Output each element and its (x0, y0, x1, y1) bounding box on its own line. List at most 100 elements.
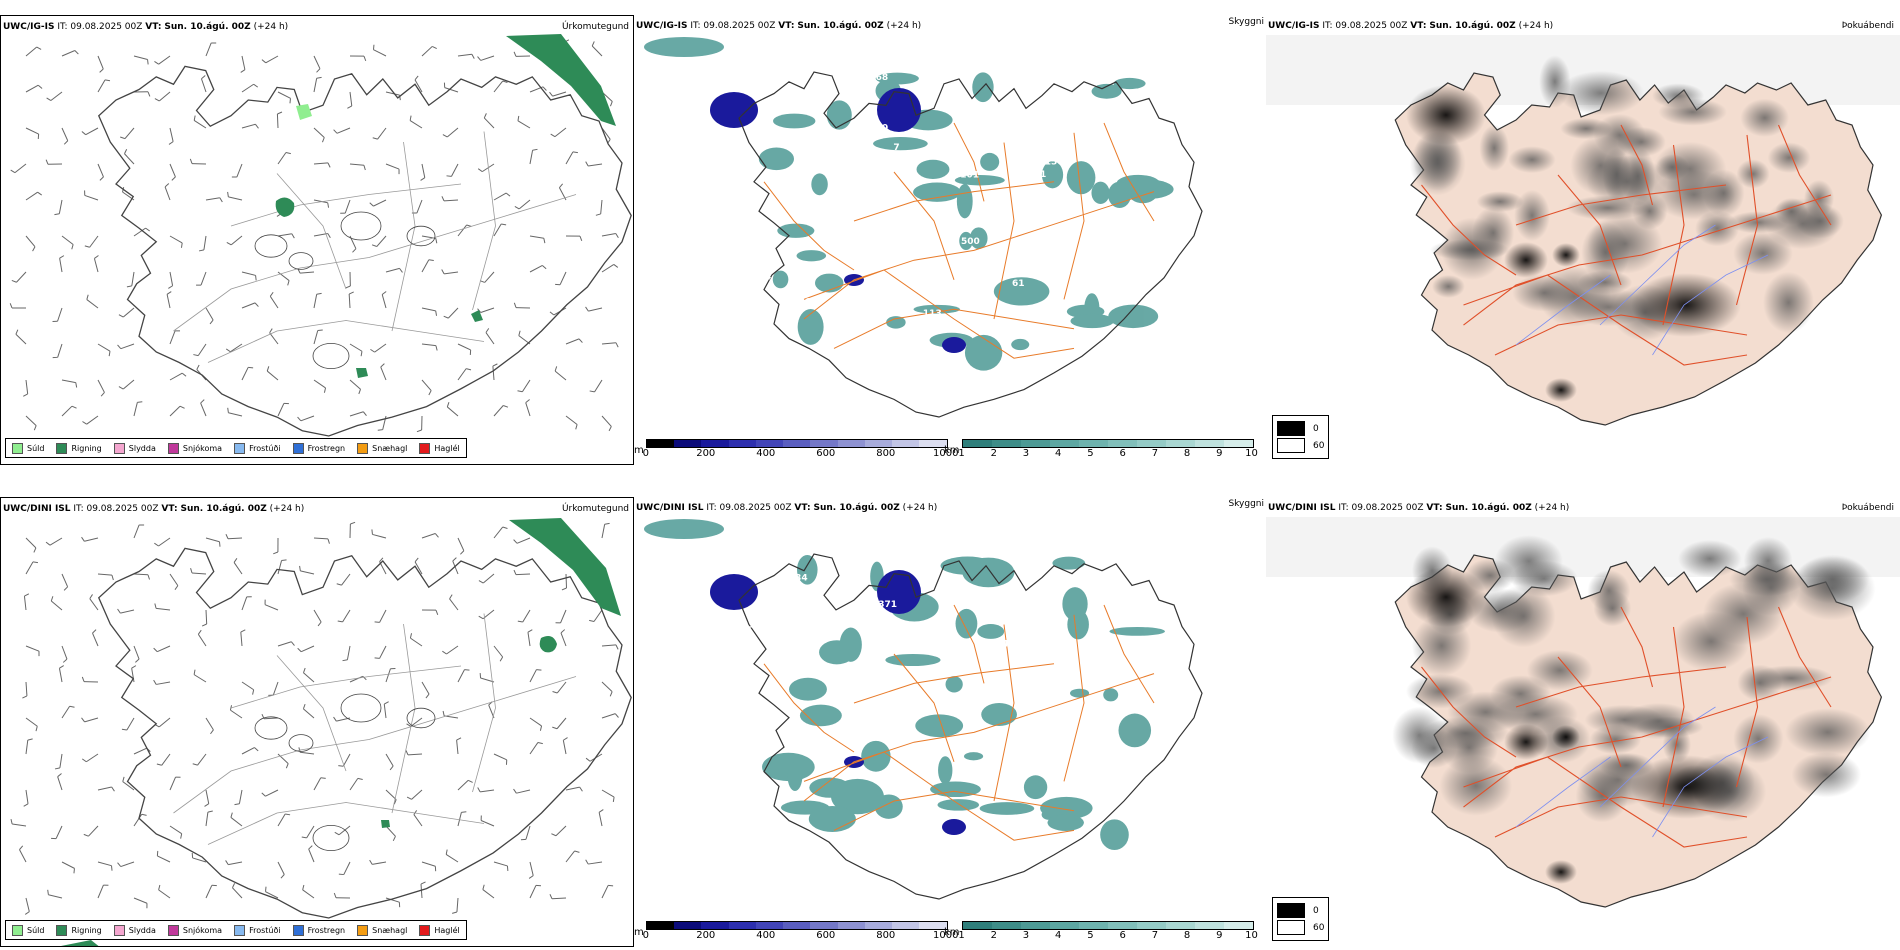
legend-swatch (419, 924, 431, 936)
wind-barb (525, 402, 531, 417)
wind-barb-flag (226, 241, 232, 246)
wind-barb (457, 343, 471, 351)
wind-barb (588, 861, 603, 865)
wind-barb-flag (302, 884, 305, 890)
glacier-outline (406, 707, 436, 729)
wind-barb (49, 537, 63, 546)
wind-barb (381, 294, 387, 309)
wind-barb-flag (57, 773, 62, 778)
wind-barb (409, 120, 423, 129)
wind-barb (158, 889, 171, 899)
cloud-base-label: 168 (869, 73, 888, 83)
wind-barb (484, 271, 495, 283)
wind-barb-flag (83, 833, 89, 837)
wind-barb-flag (193, 354, 199, 357)
wind-barb-flag (560, 629, 566, 634)
wind-barb (594, 379, 603, 393)
wind-barb-flag (327, 202, 330, 208)
wind-barb (205, 789, 210, 804)
wind-barb (313, 777, 322, 791)
wind-barb (277, 233, 292, 237)
low-visibility-area (1108, 181, 1132, 208)
colorbar-cell (892, 922, 920, 929)
cloud-base-label: 97 (887, 239, 900, 249)
wind-barb (122, 781, 135, 791)
wind-barb-flag (552, 726, 558, 730)
wind-barb-flag (549, 91, 554, 97)
colorbar-tick-label: 7 (1151, 448, 1159, 459)
cloud-base-label: 61 (823, 65, 836, 75)
wind-barb (416, 199, 423, 214)
wind-barb (88, 825, 99, 837)
wind-barb (265, 55, 279, 64)
wind-barb (241, 271, 256, 276)
fog-legend-swatch (1277, 438, 1305, 453)
wind-barb-flag (372, 137, 378, 140)
wind-barb-flag (22, 695, 28, 699)
legend-swatch (234, 924, 246, 936)
visibility-panel-bottom: UWC/DINI ISL IT: 09.08.2025 00Z VT: Sun.… (634, 497, 1270, 947)
cloud-base-label: 19 (825, 209, 838, 219)
wind-barb (25, 84, 39, 93)
low-visibility-area (959, 231, 973, 251)
wind-barb (601, 127, 611, 140)
wind-barb-flag (281, 559, 287, 561)
wind-barb (338, 825, 351, 836)
low-visibility-area (1011, 338, 1030, 351)
wind-barb (342, 753, 351, 767)
wind-barb (565, 151, 574, 165)
low-visibility-area (799, 704, 842, 727)
low-visibility-area (873, 137, 928, 151)
wind-barb (236, 163, 243, 178)
wind-barb-flag (513, 302, 517, 308)
wind-barb (238, 789, 243, 804)
wind-barb (15, 333, 27, 345)
low-visibility-area (1113, 77, 1146, 90)
fog-area (1695, 210, 1740, 247)
wind-barb-flag (561, 587, 567, 591)
wind-barb (48, 894, 63, 899)
wind-barb (97, 786, 112, 791)
wind-barb (89, 598, 99, 611)
wind-barb-flag (154, 603, 157, 609)
wind-barb-flag (231, 883, 236, 888)
wind-barb (601, 644, 616, 647)
wind-barb (385, 753, 394, 767)
fog-area (1737, 664, 1783, 702)
legend-item: Frostúði (234, 442, 281, 454)
wind-barb (313, 127, 325, 138)
wind-barb-flag (517, 115, 520, 121)
wind-barb (25, 681, 28, 697)
colorbar-cell (674, 922, 702, 929)
wind-barb (385, 163, 400, 170)
fog-area (1785, 708, 1871, 757)
wind-barb (263, 717, 279, 720)
wind-barb (493, 753, 507, 761)
low-visibility-area (1041, 161, 1064, 189)
wind-barb (169, 127, 174, 142)
wind-barb (313, 199, 328, 204)
colorbar-tick-label: 0 (642, 448, 649, 459)
wind-barb-flag (441, 196, 445, 202)
wind-barb (97, 79, 106, 93)
cloud-base-label: 61 (1012, 279, 1025, 289)
wind-barb-flag (517, 390, 523, 393)
wind-barb (266, 370, 279, 381)
colorbar-tick-label: 6 (1119, 930, 1126, 941)
wind-barb (25, 379, 29, 394)
wind-barb-flag (240, 629, 246, 633)
low-visibility-area (915, 714, 964, 738)
wind-barb-flag (62, 658, 68, 663)
wind-barb-flag (168, 285, 173, 289)
wind-barb (203, 235, 207, 250)
cloud-base-label: 57 (948, 288, 961, 298)
wind-barb (373, 199, 387, 207)
legend-swatch (113, 442, 125, 454)
wind-barb-flag (316, 68, 321, 73)
visibility-panel-top: UWC/IG-IS IT: 09.08.2025 00Z VT: Sun. 10… (634, 15, 1270, 465)
wind-barb (313, 55, 321, 69)
wind-barb-flag (45, 159, 49, 165)
low-visibility-area (758, 147, 795, 171)
wind-barb-flag (100, 392, 105, 397)
low-visibility-area (885, 653, 941, 667)
